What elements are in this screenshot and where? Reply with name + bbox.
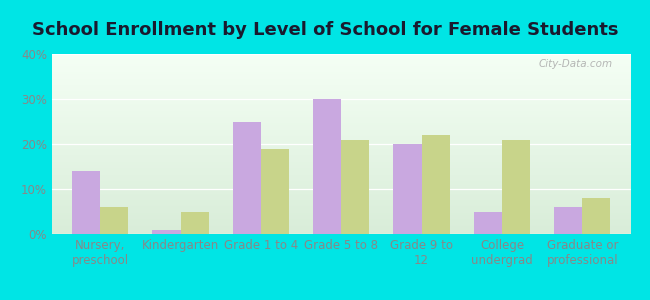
Bar	[181, 212, 209, 234]
Bar	[422, 135, 450, 234]
Bar	[100, 207, 128, 234]
Bar	[233, 122, 261, 234]
Bar	[474, 212, 502, 234]
Bar	[554, 207, 582, 234]
Bar	[72, 171, 100, 234]
Bar	[313, 99, 341, 234]
Bar	[502, 140, 530, 234]
Text: School Enrollment by Level of School for Female Students: School Enrollment by Level of School for…	[32, 21, 618, 39]
Bar	[393, 144, 422, 234]
Bar	[153, 230, 181, 234]
Bar	[341, 140, 369, 234]
Text: City-Data.com: City-Data.com	[539, 59, 613, 69]
Bar	[582, 198, 610, 234]
Bar	[261, 148, 289, 234]
